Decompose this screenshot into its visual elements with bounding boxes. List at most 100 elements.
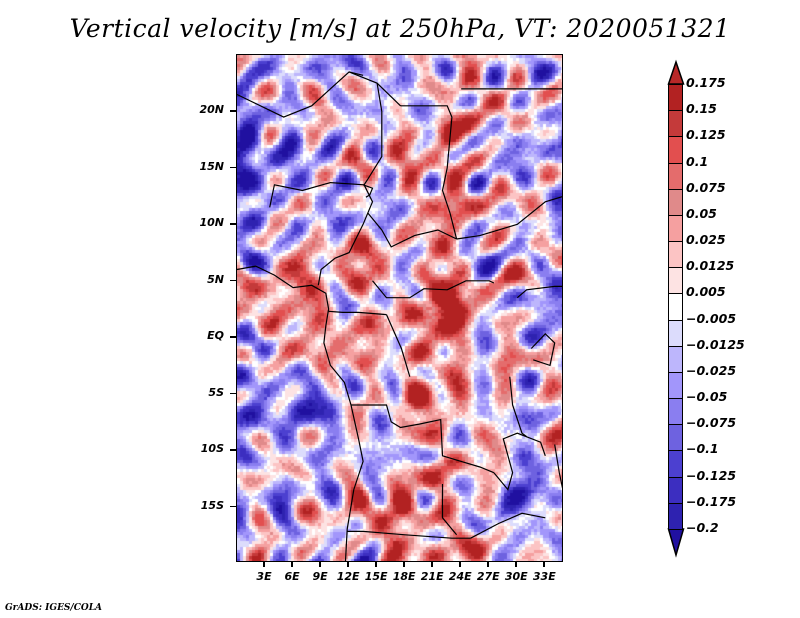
lon-tick: 33E	[524, 562, 564, 583]
lat-tick-label: 5N	[207, 272, 224, 286]
lake-chad	[362, 184, 374, 198]
colorbar-segment	[668, 371, 683, 400]
lake-victoria	[530, 332, 556, 367]
tick-mark	[543, 562, 545, 567]
colorbar-label: 0.125	[686, 127, 726, 143]
vertical-velocity-field	[237, 55, 562, 561]
colorbar-segment	[668, 267, 683, 295]
colorbar-segment	[668, 502, 683, 531]
lon-tick: 30E	[496, 562, 536, 583]
colorbar-segment	[668, 424, 683, 452]
tick-mark	[230, 279, 236, 282]
border-car-drc	[372, 280, 495, 299]
colorbar-label: −0.075	[686, 415, 737, 431]
lat-tick-label: 5S	[208, 385, 224, 399]
lat-tick: 10N	[0, 216, 236, 237]
coastline-west-africa	[237, 265, 364, 561]
border-uganda-kenya	[516, 285, 562, 299]
lon-tick-label: 18E	[392, 570, 416, 583]
lon-tick: 9E	[300, 562, 340, 583]
colorbar-label: −0.1	[686, 441, 719, 457]
tick-mark	[230, 505, 236, 508]
border-angola-namibia	[347, 530, 471, 539]
border-zambia-drc-east	[493, 432, 546, 491]
tick-mark	[230, 166, 236, 169]
colorbar-segment	[668, 319, 683, 348]
border-niger-chad	[363, 83, 383, 186]
lon-tick: 3E	[244, 562, 284, 583]
lon-tick: 12E	[328, 562, 368, 583]
lon-tick-label: 21E	[420, 570, 444, 583]
chart-title: Vertical velocity [m/s] at 250hPa, VT: 2…	[69, 14, 731, 43]
lon-tick-label: 9E	[312, 570, 328, 583]
colorbar-label: 0.05	[686, 205, 717, 221]
tick-mark	[291, 562, 293, 567]
colorbar-label: −0.175	[686, 493, 737, 509]
tick-mark	[459, 562, 461, 567]
lat-tick-label: 15N	[199, 159, 224, 173]
colorbar-label: −0.2	[686, 520, 719, 535]
lon-tick-label: 27E	[476, 570, 500, 583]
lon-tick: 18E	[384, 562, 424, 583]
border-libya-chad	[348, 71, 364, 76]
colorbar-segment	[668, 136, 683, 165]
tick-mark	[230, 223, 236, 225]
colorbar-segment	[668, 241, 683, 269]
lon-tick-label: 33E	[532, 570, 556, 583]
lat-tick: 15N	[0, 160, 236, 181]
lon-tick: 15E	[356, 562, 396, 583]
colorbar-segment	[668, 188, 683, 217]
lat-tick-label: 15S	[200, 498, 224, 512]
border-niger-nigeria	[269, 181, 365, 208]
lake-tanganyika	[509, 376, 527, 438]
lat-tick-label: EQ	[207, 329, 224, 343]
lon-tick: 27E	[468, 562, 508, 583]
lat-tick: 15S	[0, 499, 236, 520]
colorbar-segment	[668, 476, 683, 505]
colorbar-label: −0.005	[686, 310, 737, 326]
colorbar-segment	[668, 84, 683, 112]
tick-mark	[431, 562, 433, 567]
colorbar-segment	[668, 162, 683, 191]
country-borders	[237, 71, 562, 561]
colorbar-label: 0.15	[686, 101, 717, 117]
lat-tick: 5S	[0, 386, 236, 407]
colorbar-label: −0.0125	[686, 336, 745, 352]
border-niger-algeria	[237, 71, 401, 118]
border-zambia-zimbabwe	[470, 512, 546, 539]
map-panel	[236, 54, 563, 562]
lon-tick: 21E	[412, 562, 452, 583]
tick-mark	[230, 336, 236, 338]
border-chad-car	[367, 212, 457, 248]
lake-malawi	[554, 444, 562, 489]
colorbar-segment	[668, 110, 683, 138]
lat-tick: 10S	[0, 442, 236, 463]
tick-mark	[319, 562, 321, 567]
tick-mark	[375, 562, 377, 567]
colorbar-label: 0.025	[686, 232, 726, 248]
colorbar-segment	[668, 345, 683, 374]
tick-mark	[230, 110, 236, 112]
border-drc-angola	[351, 404, 495, 474]
lon-tick-label: 6E	[284, 570, 300, 583]
colorbar-label: 0.075	[686, 179, 726, 195]
lon-tick: 24E	[440, 562, 480, 583]
colorbar-label: −0.125	[686, 467, 737, 483]
lon-tick-label: 24E	[448, 570, 472, 583]
colorbar-label: 0.005	[686, 284, 726, 300]
lat-tick-label: 10S	[200, 442, 224, 456]
colorbar-max-arrow	[667, 59, 685, 85]
colorbar-label: 0.1	[686, 153, 709, 169]
lon-tick-label: 12E	[336, 570, 360, 583]
grads-credit: GrADS: IGES/COLA	[5, 603, 103, 613]
tick-mark	[515, 562, 517, 567]
lat-tick: EQ	[0, 329, 236, 350]
colorbar-segment	[668, 450, 683, 479]
lon-tick: 6E	[272, 562, 312, 583]
colorbar-label: 0.0125	[686, 258, 735, 274]
colorbar-label: −0.05	[686, 389, 728, 405]
colorbar-segment	[668, 214, 683, 243]
border-congo	[385, 314, 411, 377]
border-angola-zambia	[441, 484, 458, 536]
border-cameroon-gabon	[328, 310, 387, 316]
